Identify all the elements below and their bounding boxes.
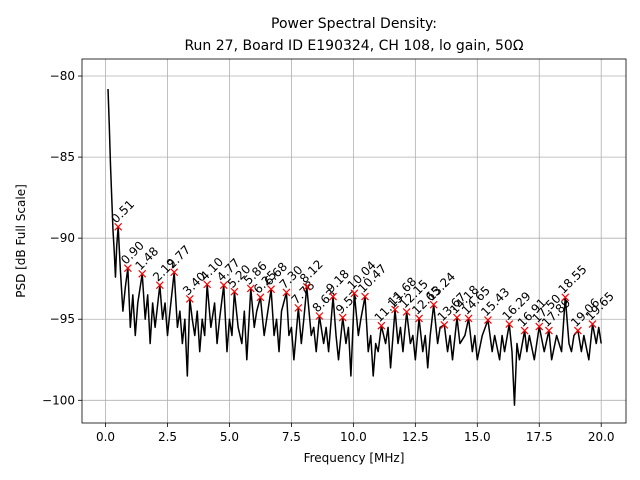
x-tick-label: 5.0 <box>220 430 239 444</box>
peak-marker <box>155 281 164 290</box>
peak-marker <box>588 320 597 329</box>
peak-label: 2.77 <box>164 243 193 272</box>
peak-marker <box>138 269 147 278</box>
peak-marker <box>219 281 228 290</box>
peak-marker <box>402 308 411 316</box>
x-tick-label: 2.5 <box>158 430 177 444</box>
y-tick-label: −80 <box>50 69 75 83</box>
peak-marker <box>544 326 553 335</box>
x-tick-label: 17.5 <box>526 430 553 444</box>
peak-marker <box>267 285 276 294</box>
peak-marker <box>415 314 423 323</box>
peak-marker <box>170 268 179 277</box>
x-axis-label: Frequency [MHz] <box>304 451 405 465</box>
peak-marker <box>350 289 359 298</box>
psd-line <box>107 88 602 406</box>
peak-marker <box>315 312 324 320</box>
y-axis-label: PSD [dB Full Scale] <box>14 184 28 298</box>
x-tick-label: 15.0 <box>464 430 491 444</box>
peak-marker <box>361 292 369 301</box>
x-tick-label: 10.0 <box>340 430 367 444</box>
peak-marker <box>302 282 311 291</box>
chart-title: Power Spectral Density: <box>271 16 437 32</box>
peak-label: 18.55 <box>556 262 590 296</box>
peak-label: 0.51 <box>108 197 137 226</box>
peak-marker <box>282 288 291 297</box>
peak-marker <box>123 264 132 273</box>
peak-marker <box>505 320 514 329</box>
peak-label: 8.12 <box>297 257 326 286</box>
peak-marker <box>573 326 582 335</box>
chart-title: Run 27, Board ID E190324, CH 108, lo gai… <box>184 38 523 54</box>
y-tick-label: −85 <box>50 150 75 164</box>
peak-marker <box>464 314 473 323</box>
peak-marker <box>256 293 265 302</box>
peak-marker <box>294 303 303 312</box>
y-tick-label: −100 <box>42 393 75 407</box>
x-tick-label: 12.5 <box>402 430 429 444</box>
peak-marker <box>203 280 212 289</box>
peak-marker <box>429 300 438 309</box>
peak-marker <box>230 287 239 296</box>
peak-label: 9.57 <box>333 288 362 317</box>
peak-marker <box>520 326 529 335</box>
peak-marker <box>453 313 461 322</box>
x-tick-label: 20.0 <box>588 430 615 444</box>
peak-marker <box>114 222 123 231</box>
peak-marker <box>329 292 337 301</box>
axes-frame <box>81 58 627 424</box>
peak-marker <box>246 284 255 293</box>
peak-marker <box>338 313 347 322</box>
peak-marker <box>377 321 386 330</box>
y-tick-label: −95 <box>50 312 75 326</box>
y-tick-label: −90 <box>50 231 75 245</box>
peak-marker <box>484 316 492 324</box>
peak-marker <box>561 293 570 302</box>
x-tick-label: 0.0 <box>96 430 115 444</box>
x-tick-label: 7.5 <box>282 430 301 444</box>
peak-marker <box>440 320 449 329</box>
peak-marker <box>185 295 194 303</box>
peak-marker <box>391 305 399 314</box>
peak-marker <box>535 322 544 331</box>
